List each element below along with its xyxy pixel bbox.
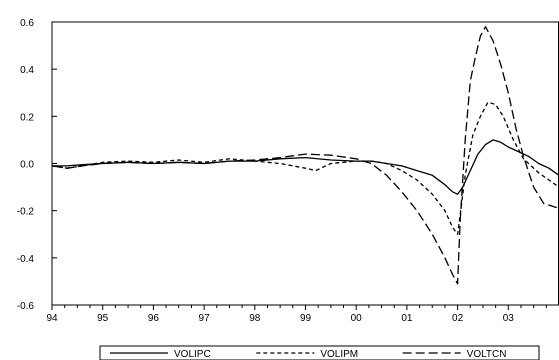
legend-label-volipc: VOLIPC [174,349,211,360]
plot-frame [51,21,559,306]
x-tick-label: 01 [401,313,413,324]
x-tick-label: 95 [97,313,109,324]
x-tick-label: 00 [351,313,363,324]
y-tick-label: -0.2 [17,207,35,218]
y-tick-label: 0.6 [20,18,34,29]
series-line-voltcn [51,26,559,285]
x-tick-label: 02 [452,313,464,324]
legend-box [99,345,540,360]
x-tick-label: 03 [503,313,515,324]
y-tick-label: 0.4 [20,65,34,76]
x-tick-label: 96 [148,313,160,324]
y-axis: 0.6 0.4 0.2 0.0 -0.2 -0.4 -0.6 [17,18,57,312]
legend: VOLIPC VOLIPM VOLTCN [99,345,540,360]
x-axis: 94 95 96 97 98 99 00 01 02 03 [46,305,547,324]
y-tick-label: 0.0 [20,160,34,171]
series-line-volipc [52,139,559,195]
series-layer [51,26,559,285]
x-tick-label: 98 [249,313,261,324]
legend-label-volipm: VOLIPM [320,349,358,360]
series-line-volipm [51,101,559,235]
y-tick-label: -0.4 [17,254,35,265]
y-tick-label: 0.2 [20,112,34,123]
x-tick-label: 97 [199,313,211,324]
x-tick-label: 99 [300,313,312,324]
y-tick-label: -0.6 [17,301,35,312]
legend-label-voltcn: VOLTCN [467,349,507,360]
x-tick-label: 94 [46,313,58,324]
